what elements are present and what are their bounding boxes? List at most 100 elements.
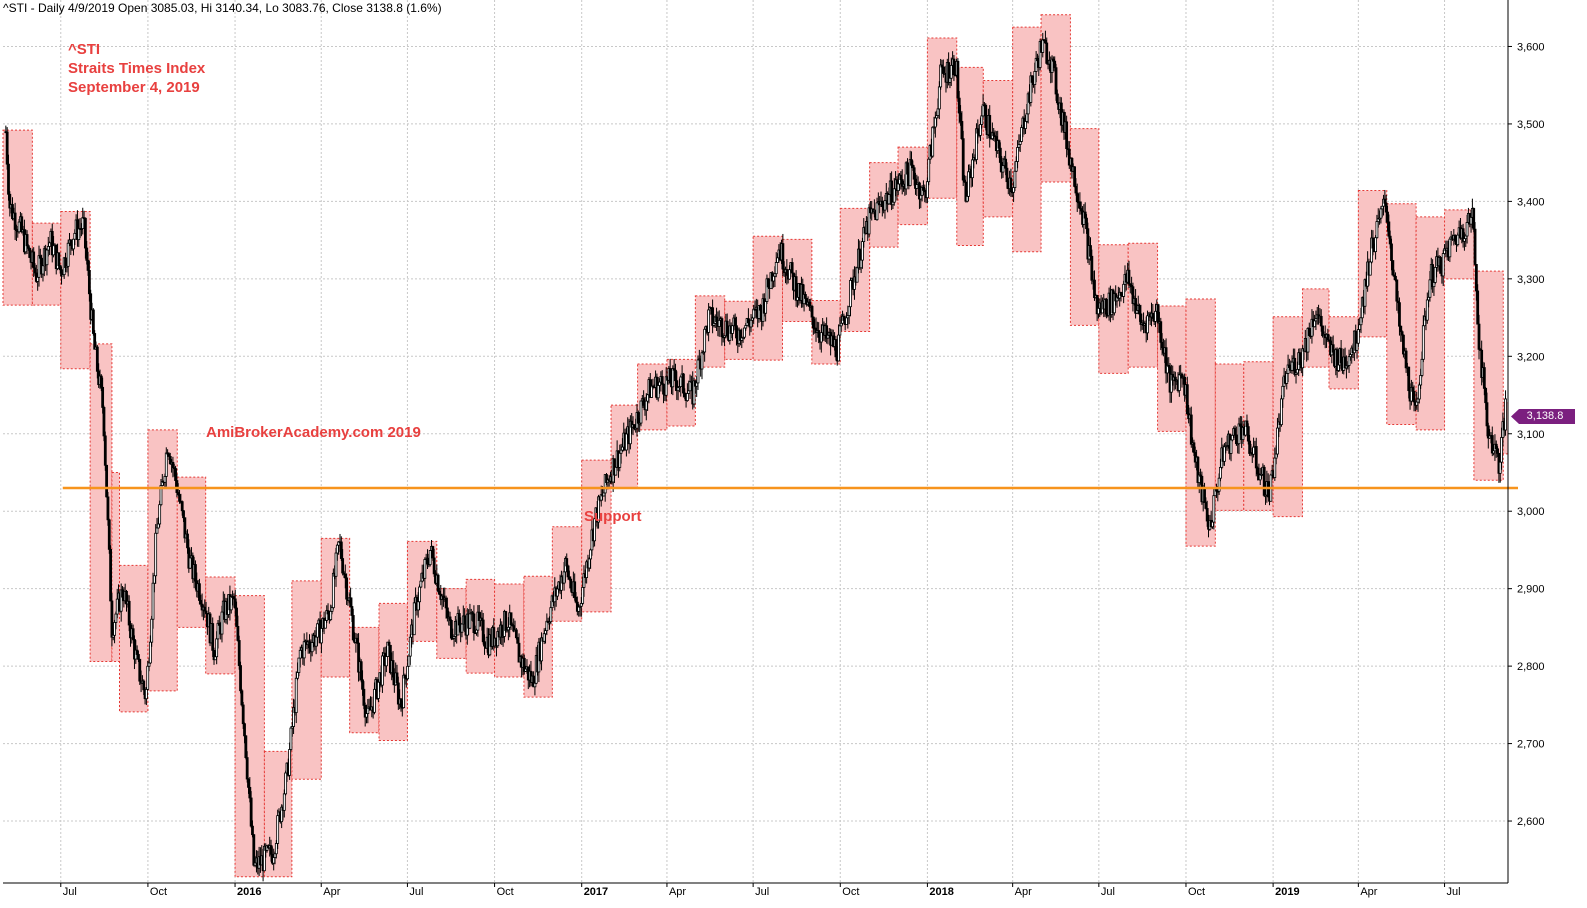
- candle-body: [758, 305, 762, 311]
- candle-body: [679, 376, 683, 387]
- candle-body: [965, 195, 969, 202]
- candle-body: [807, 301, 811, 307]
- candle-body: [1154, 310, 1157, 322]
- candle-body: [781, 243, 785, 270]
- candle-body: [939, 64, 943, 88]
- candle-body: [776, 257, 779, 263]
- candle-body: [377, 681, 380, 699]
- y-tick-label: 2,600: [1517, 816, 1545, 828]
- candle-body: [819, 332, 823, 343]
- candle-body: [274, 843, 278, 855]
- candle-body: [1465, 222, 1469, 237]
- candle-body: [1358, 324, 1362, 330]
- candle-body: [998, 147, 1002, 163]
- candle-body: [1416, 398, 1420, 403]
- candle-body: [544, 630, 547, 635]
- candle-body: [961, 138, 965, 181]
- candle-body: [235, 607, 238, 627]
- candle-body: [1185, 384, 1189, 415]
- candle-body: [1295, 368, 1299, 374]
- candle-body: [621, 446, 624, 451]
- candle-body: [147, 662, 151, 667]
- candle-body: [110, 600, 114, 638]
- candle-body: [102, 407, 106, 437]
- candle-body: [992, 132, 996, 137]
- candle-body: [302, 641, 306, 659]
- candle-body: [481, 619, 485, 643]
- candle-body: [472, 613, 476, 634]
- candle-body: [720, 318, 724, 338]
- candle-body: [351, 615, 355, 641]
- candle-body: [834, 339, 838, 358]
- candle-body: [1262, 466, 1266, 496]
- candle-body: [419, 580, 423, 588]
- candle-body: [1383, 198, 1387, 204]
- axes: 2,600 2,700 2,800 2,900 3,000 3,100 3,200 3,300…: [3, 0, 1545, 898]
- x-tick-label: 2019: [1275, 886, 1299, 898]
- candle-body: [84, 217, 87, 249]
- candle-body: [566, 565, 570, 578]
- candle-body: [1256, 467, 1259, 475]
- candle-body: [1384, 202, 1388, 213]
- candle-body: [457, 613, 461, 626]
- candle-body: [749, 319, 753, 328]
- candle-body: [979, 124, 982, 136]
- candle-body: [1030, 75, 1034, 83]
- monthly-range-box: [956, 66, 984, 247]
- candle-body: [248, 786, 252, 799]
- candle-body: [243, 723, 246, 737]
- candle-body: [717, 319, 721, 327]
- candle-body: [855, 267, 859, 283]
- candle-body: [838, 325, 842, 336]
- candle-body: [475, 629, 478, 634]
- candle-body: [1390, 243, 1393, 261]
- candle-body: [618, 452, 622, 468]
- candle-body: [240, 690, 244, 706]
- candle-body: [239, 665, 242, 692]
- candle-body: [1355, 342, 1359, 351]
- candle-body: [220, 611, 224, 635]
- candle-body: [95, 346, 99, 372]
- candle-body: [937, 86, 941, 110]
- candle-body: [135, 649, 139, 655]
- candle-body: [668, 368, 672, 384]
- candle-body: [1399, 325, 1403, 333]
- candle-body: [186, 533, 189, 549]
- y-tick-label: 2,900: [1517, 584, 1545, 596]
- candle-body: [1024, 121, 1027, 129]
- candle-body: [1412, 390, 1416, 403]
- candle-body: [37, 255, 41, 278]
- candle-body: [399, 698, 403, 708]
- candle-body: [581, 587, 585, 604]
- index-name-label: Straits Times Index: [68, 60, 206, 77]
- candle-body: [316, 623, 319, 638]
- candle-body: [1090, 255, 1094, 281]
- candle-body: [915, 184, 919, 189]
- candle-body: [194, 564, 197, 582]
- candle-body: [1433, 266, 1437, 283]
- candle-body: [1496, 448, 1499, 454]
- candle-body: [1217, 477, 1221, 492]
- candle-body: [1386, 211, 1389, 223]
- candle-body: [85, 247, 89, 261]
- candle-body: [1014, 161, 1018, 172]
- candle-body: [1138, 305, 1141, 315]
- candle-body: [639, 400, 643, 424]
- candle-body: [936, 108, 940, 116]
- candle-body: [7, 163, 10, 195]
- candle-body: [163, 476, 167, 483]
- candle-body: [671, 368, 675, 388]
- x-tick-label: 2017: [584, 886, 608, 898]
- candle-body: [1083, 211, 1087, 219]
- symbol-label: ^STI: [68, 41, 101, 58]
- candle-body: [297, 657, 301, 673]
- candle-body: [251, 825, 254, 836]
- candle-body: [859, 259, 863, 269]
- candle-body: [1204, 502, 1208, 509]
- candle-body: [1127, 269, 1131, 285]
- candle-body: [579, 602, 583, 607]
- candle-body: [349, 597, 352, 607]
- monthly-range-box: [147, 429, 178, 692]
- candle-body: [1020, 127, 1023, 142]
- candle-body: [1122, 283, 1126, 297]
